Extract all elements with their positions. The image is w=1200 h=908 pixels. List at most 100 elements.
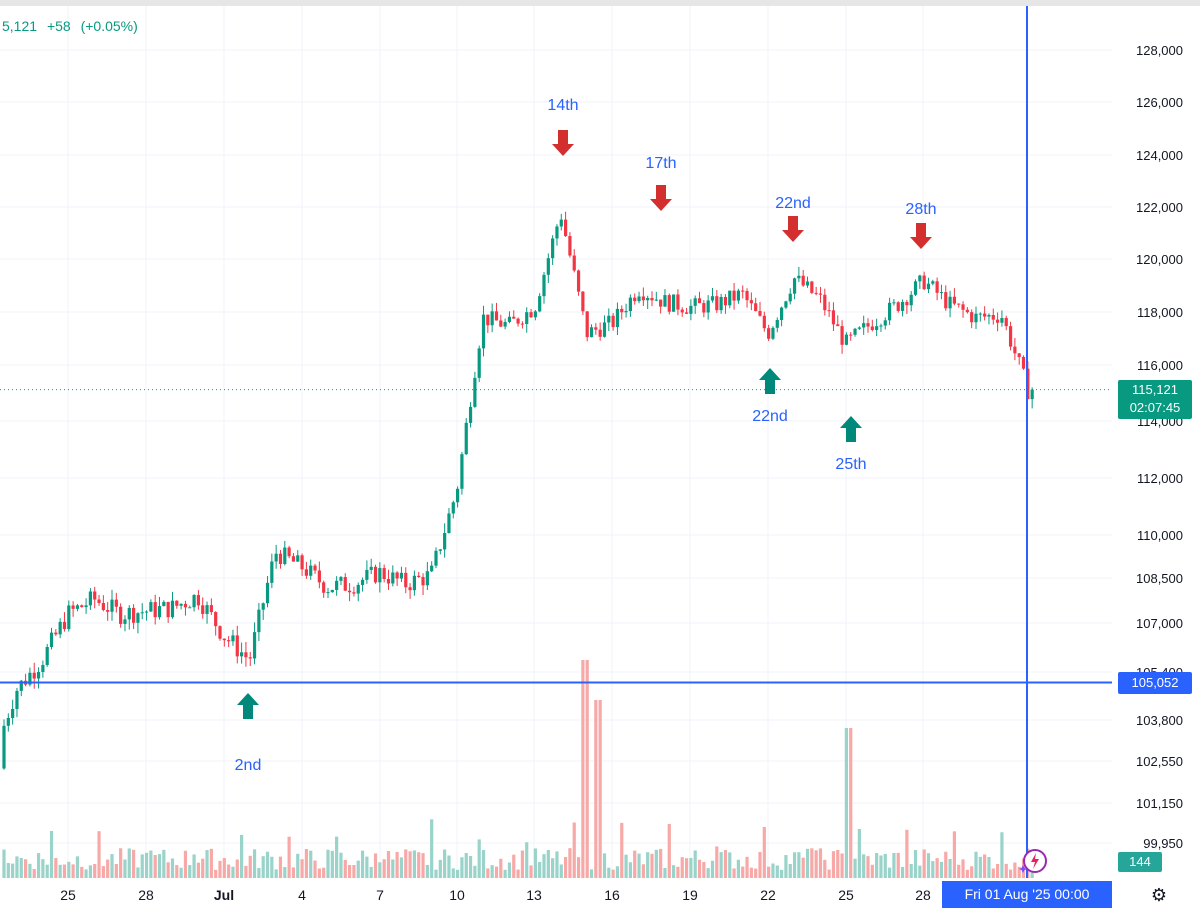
ai-assistant-icon[interactable] bbox=[1018, 846, 1048, 876]
volume-bar bbox=[28, 863, 32, 878]
price-tick-label: 120,000 bbox=[1136, 252, 1183, 267]
volume-bar bbox=[818, 848, 823, 878]
annotation-label: 2nd bbox=[235, 757, 262, 774]
candle-body bbox=[486, 314, 490, 326]
volume-bar bbox=[348, 864, 352, 878]
volume-bar bbox=[706, 868, 710, 878]
candle-body bbox=[987, 315, 991, 317]
candle-body bbox=[728, 290, 732, 306]
volume-bar bbox=[555, 851, 559, 878]
volume-bar bbox=[386, 850, 391, 878]
candle-body bbox=[261, 603, 265, 610]
volume-bar bbox=[153, 855, 157, 878]
volume-bar bbox=[823, 859, 827, 878]
volume-bar bbox=[227, 864, 231, 878]
volume-bar bbox=[365, 856, 369, 878]
candle-body bbox=[628, 297, 632, 312]
arrow-down-icon bbox=[910, 223, 932, 249]
candle-body bbox=[512, 316, 516, 319]
candle-body bbox=[965, 309, 969, 313]
candle-body bbox=[624, 311, 628, 313]
volume-bar bbox=[88, 865, 92, 878]
candle-body bbox=[101, 602, 105, 610]
candle-body bbox=[395, 572, 399, 579]
volume-bar bbox=[373, 853, 378, 878]
volume-bar bbox=[304, 849, 308, 878]
candle-body bbox=[166, 601, 170, 618]
volume-bar bbox=[1000, 832, 1004, 878]
volume-bar bbox=[1017, 866, 1021, 878]
volume-bar bbox=[166, 862, 170, 878]
volume-bar bbox=[641, 864, 645, 878]
candle-body bbox=[274, 553, 278, 562]
candle-body bbox=[157, 606, 162, 618]
candle-body bbox=[244, 652, 248, 658]
volume-bar bbox=[391, 859, 395, 878]
candle-body bbox=[888, 302, 892, 321]
candle-body bbox=[926, 283, 931, 290]
volume-bar bbox=[719, 852, 723, 878]
candle-body bbox=[857, 327, 861, 329]
candle-body bbox=[373, 566, 378, 583]
candle-body bbox=[672, 294, 676, 312]
volume-bar bbox=[754, 868, 758, 878]
candle-body bbox=[715, 296, 719, 311]
candle-body bbox=[382, 568, 386, 580]
volume-bar bbox=[499, 858, 503, 878]
candle-body bbox=[702, 303, 706, 313]
volume-bar bbox=[896, 852, 900, 878]
volume-bar bbox=[205, 850, 209, 878]
candle-body bbox=[127, 607, 131, 620]
crosshair-price-tag: 105,052 bbox=[1118, 672, 1192, 694]
candle-body bbox=[827, 310, 831, 312]
volume-bar bbox=[235, 859, 239, 878]
volume-bar bbox=[84, 869, 88, 878]
volume-bar bbox=[542, 854, 546, 878]
volume-bar bbox=[486, 868, 490, 878]
volume-bar bbox=[106, 859, 110, 878]
volume-bar bbox=[278, 856, 283, 878]
volume-bar bbox=[287, 836, 291, 878]
candle-body bbox=[762, 315, 766, 329]
candle-body bbox=[352, 592, 356, 594]
candle-body bbox=[93, 591, 97, 600]
candle-body bbox=[931, 281, 935, 284]
candle-body bbox=[581, 291, 585, 312]
volume-bar bbox=[36, 853, 41, 878]
volume-bar bbox=[136, 867, 140, 878]
candle-body bbox=[585, 311, 589, 338]
candle-body bbox=[183, 603, 188, 608]
volume-bar bbox=[529, 865, 533, 878]
candle-body bbox=[913, 281, 918, 295]
volume-bar bbox=[188, 865, 192, 878]
settings-icon[interactable]: ⚙ bbox=[1150, 885, 1168, 905]
candle-body bbox=[473, 377, 477, 407]
volume-bar bbox=[909, 864, 913, 878]
candle-body bbox=[1004, 317, 1008, 327]
volume-bar bbox=[935, 858, 939, 878]
candle-body bbox=[745, 290, 749, 301]
candle-body bbox=[680, 309, 684, 313]
volume-bar bbox=[611, 869, 615, 878]
volume-bar bbox=[888, 867, 892, 878]
volume-bar bbox=[132, 849, 136, 878]
candle-body bbox=[1017, 353, 1021, 358]
candle-body bbox=[719, 296, 723, 311]
volume-bar bbox=[322, 867, 326, 878]
candle-body bbox=[75, 605, 80, 609]
volume-bar bbox=[952, 831, 956, 878]
time-tick-label: 7 bbox=[376, 887, 384, 903]
price-tick-label: 124,000 bbox=[1136, 148, 1183, 163]
candle-body bbox=[961, 304, 965, 310]
candle-body bbox=[883, 320, 887, 326]
candle-body bbox=[499, 320, 503, 327]
volume-bar bbox=[339, 852, 343, 878]
candle-body bbox=[922, 275, 926, 290]
volume-bar bbox=[218, 860, 222, 878]
volume-bar bbox=[326, 849, 330, 878]
volume-bar bbox=[252, 849, 257, 878]
volume-bar bbox=[862, 854, 866, 878]
candle-body bbox=[529, 312, 533, 318]
volume-bar bbox=[451, 868, 455, 878]
